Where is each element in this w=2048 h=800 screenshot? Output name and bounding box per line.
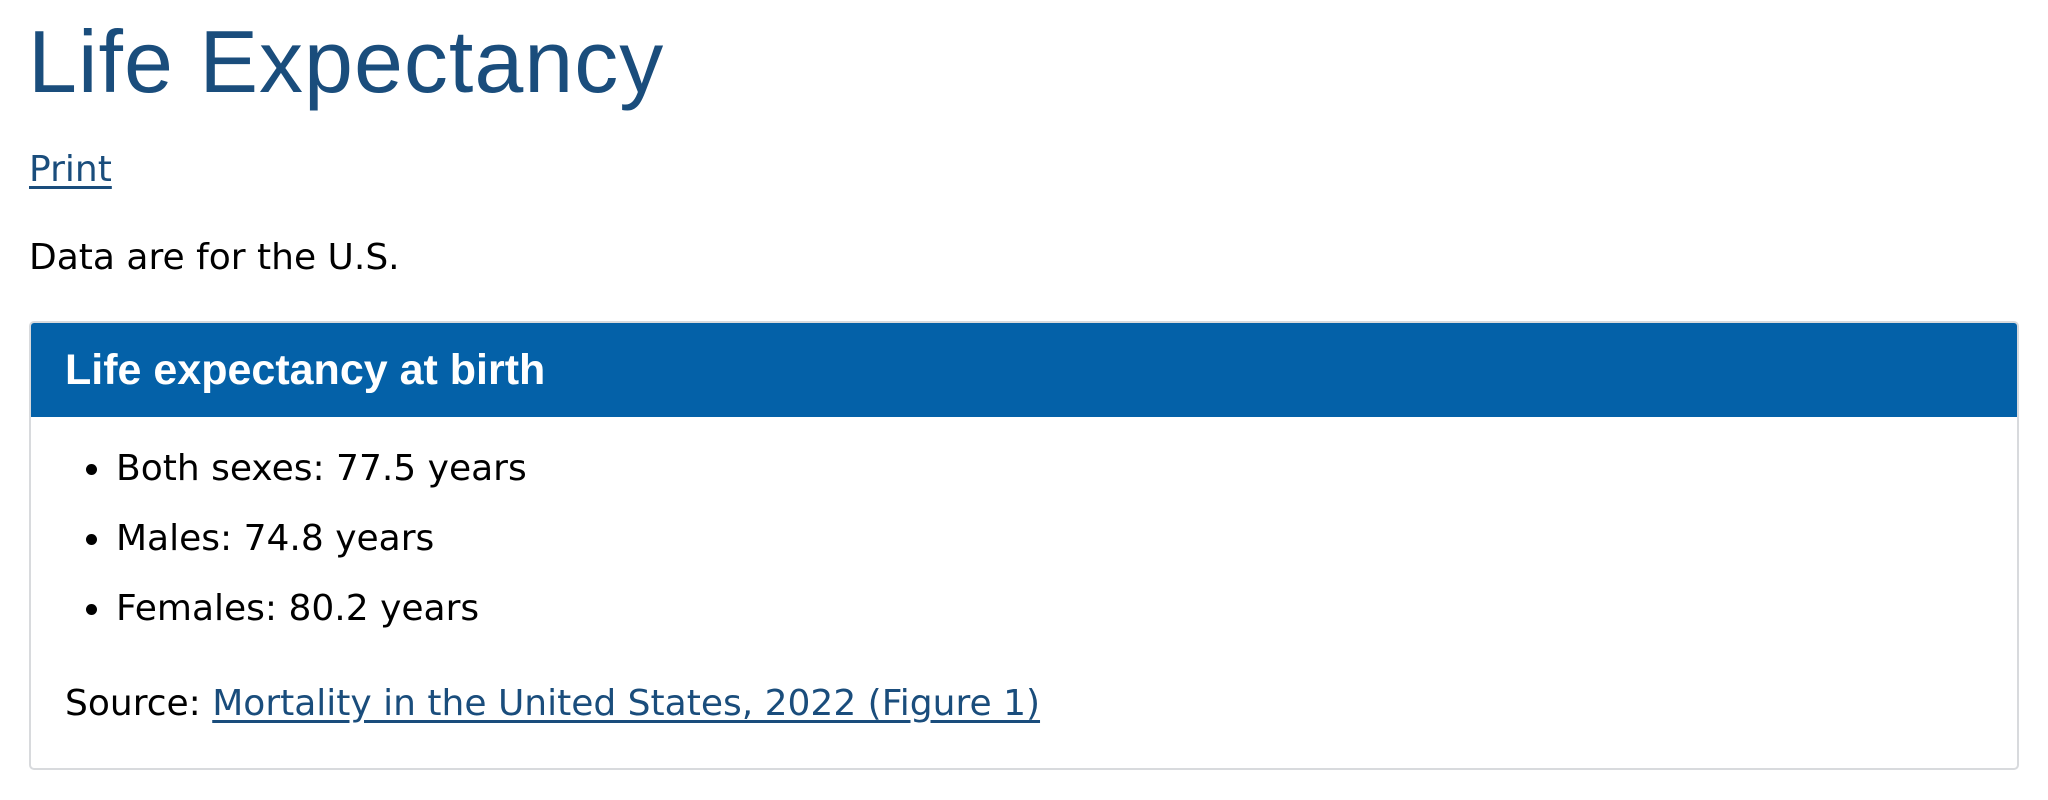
stat-both-sexes: Both sexes: 77.5 years — [31, 445, 527, 515]
source-link[interactable]: Mortality in the United States, 2022 (Fi… — [212, 683, 1041, 724]
page-title: Life Expectancy — [28, 12, 665, 111]
intro-text: Data are for the U.S. — [29, 237, 400, 278]
print-link[interactable]: Print — [29, 149, 112, 190]
card-header: Life expectancy at birth — [31, 323, 2017, 417]
stat-list: Both sexes: 77.5 years Males: 74.8 years… — [31, 445, 527, 655]
stat-males: Males: 74.8 years — [31, 515, 527, 585]
life-expectancy-card: Life expectancy at birth Both sexes: 77.… — [29, 321, 2019, 770]
stat-females: Females: 80.2 years — [31, 585, 527, 655]
source-line: Source: Mortality in the United States, … — [65, 680, 1040, 728]
source-prefix: Source: — [65, 683, 201, 724]
card-title: Life expectancy at birth — [65, 346, 546, 394]
